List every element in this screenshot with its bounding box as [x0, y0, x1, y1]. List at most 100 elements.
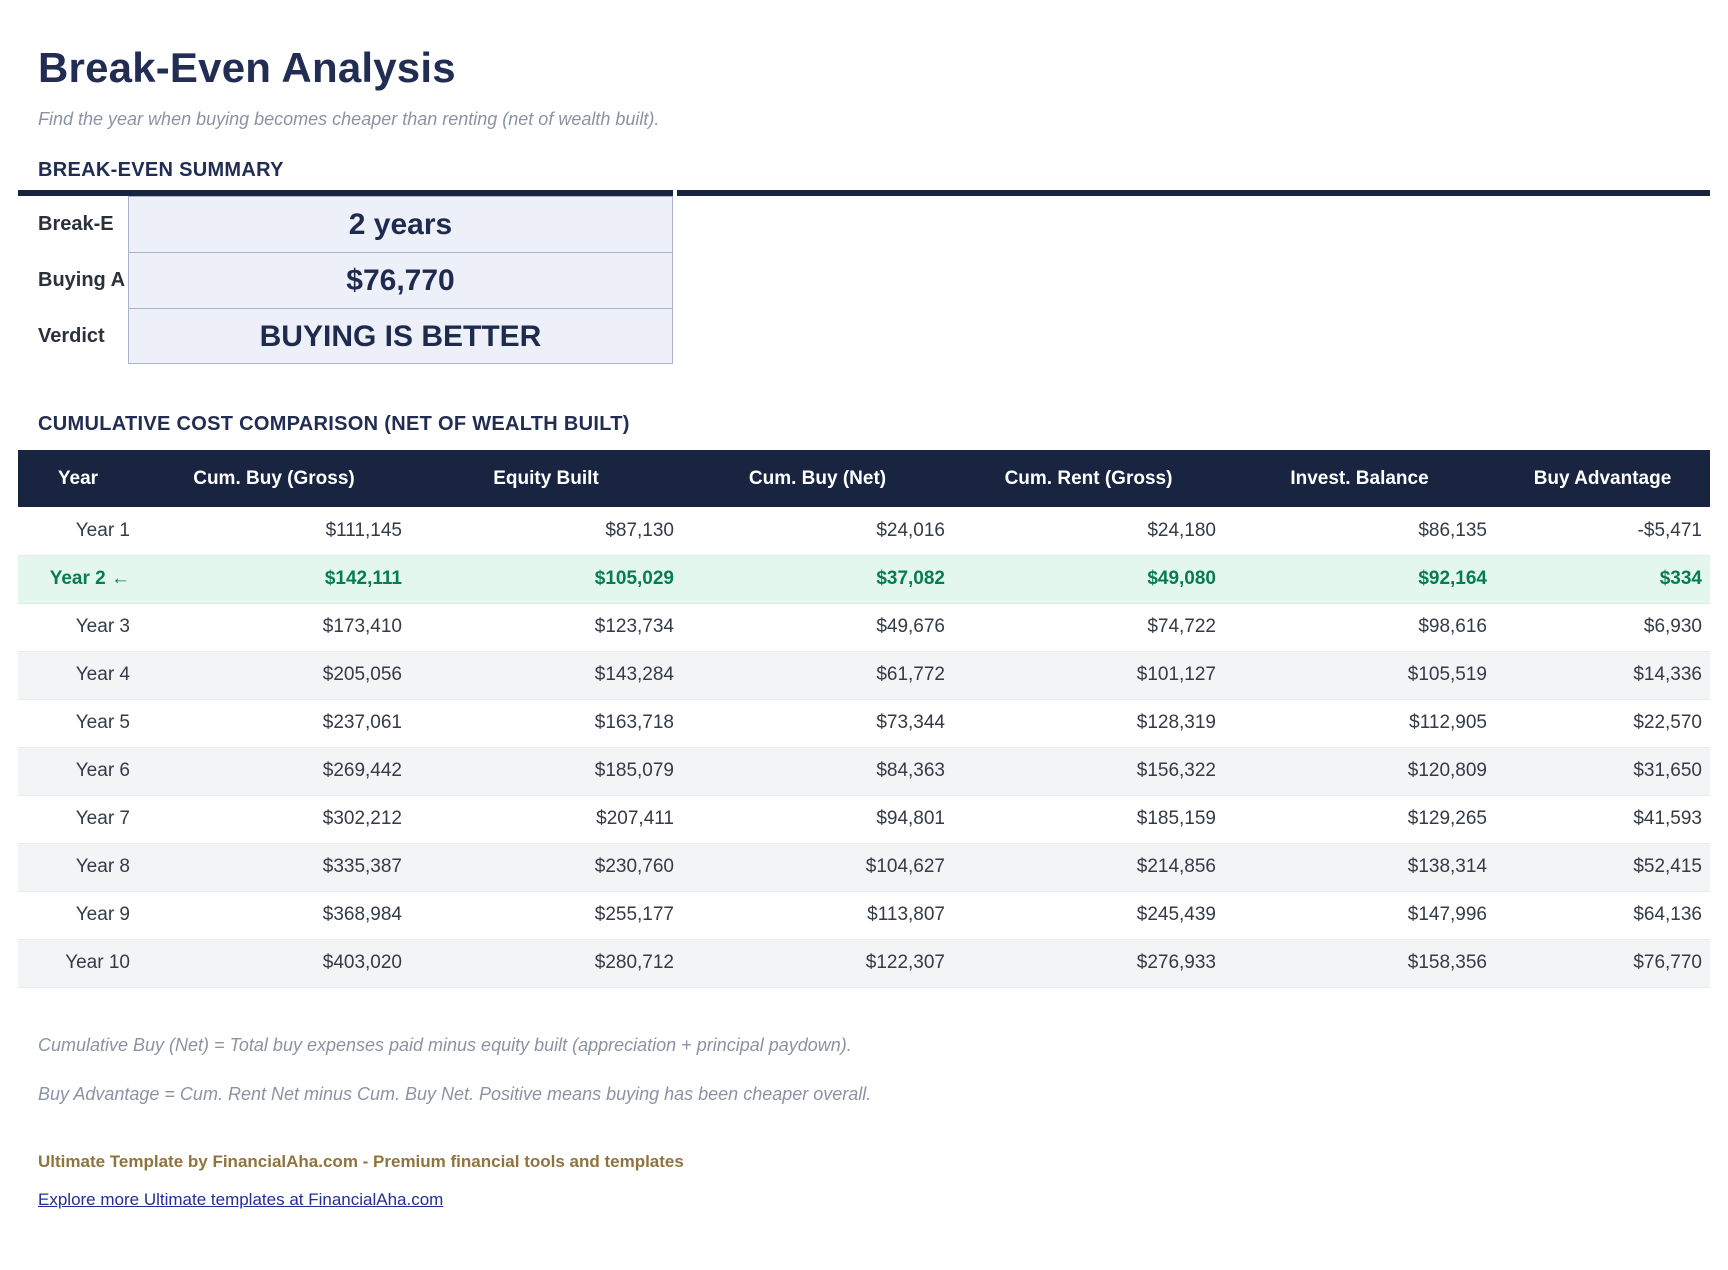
value-cell: $255,177: [410, 891, 682, 940]
summary-label-break-even: Break-E: [38, 213, 114, 235]
value-cell: $105,519: [1224, 651, 1495, 700]
value-cell: $84,363: [682, 747, 953, 796]
row-label: Year 9: [18, 891, 138, 940]
break-even-summary: Break-E Buying A Verdict 2 years $76,770…: [18, 196, 1710, 364]
table-row: Year 9 $368,984 $255,177 $113,807 $245,4…: [18, 891, 1710, 940]
summary-label-buying-advantage: Buying A: [38, 269, 126, 291]
page-subtitle: Find the year when buying becomes cheape…: [38, 109, 660, 129]
table-row: Year 10 $403,020 $280,712 $122,307 $276,…: [18, 939, 1710, 988]
table-header-row: Year Cum. Buy (Gross) Equity Built Cum. …: [18, 450, 1710, 507]
value-cell: $112,905: [1224, 699, 1495, 748]
value-cell: $86,135: [1224, 507, 1495, 556]
value-cell: $280,712: [410, 939, 682, 988]
template-credit: Ultimate Template by FinancialAha.com - …: [38, 1151, 684, 1171]
buy-advantage-cell: $41,593: [1495, 795, 1710, 844]
summary-divider-rule: [18, 190, 1710, 196]
value-cell: $147,996: [1224, 891, 1495, 940]
table-row: Year 4 $205,056 $143,284 $61,772 $101,12…: [18, 651, 1710, 700]
value-cell: $185,079: [410, 747, 682, 796]
buy-advantage-cell: $14,336: [1495, 651, 1710, 700]
table-row: Year 1 $111,145 $87,130 $24,016 $24,180 …: [18, 507, 1710, 556]
value-cell: $173,410: [138, 603, 410, 652]
summary-section-heading: BREAK-EVEN SUMMARY: [38, 159, 284, 181]
verdict-value: BUYING IS BETTER: [129, 308, 672, 364]
value-cell: $113,807: [682, 891, 953, 940]
value-cell: $230,760: [410, 843, 682, 892]
value-cell: $138,314: [1224, 843, 1495, 892]
value-cell: $214,856: [953, 843, 1224, 892]
value-cell: $92,164: [1224, 555, 1495, 604]
value-cell: $368,984: [138, 891, 410, 940]
value-cell: $129,265: [1224, 795, 1495, 844]
table-row: Year 3 $173,410 $123,734 $49,676 $74,722…: [18, 603, 1710, 652]
column-header-year: Year: [18, 450, 138, 507]
value-cell: $105,029: [410, 555, 682, 604]
comparison-table: Year Cum. Buy (Gross) Equity Built Cum. …: [18, 450, 1710, 988]
value-cell: $98,616: [1224, 603, 1495, 652]
value-cell: $74,722: [953, 603, 1224, 652]
row-label: Year 8: [18, 843, 138, 892]
buy-advantage-cell: $334: [1495, 555, 1710, 604]
row-label: Year 5: [18, 699, 138, 748]
value-cell: $87,130: [410, 507, 682, 556]
column-header-cum-rent-gross: Cum. Rent (Gross): [953, 450, 1224, 507]
buy-advantage-cell: -$5,471: [1495, 507, 1710, 556]
value-cell: $111,145: [138, 507, 410, 556]
page-title: Break-Even Analysis: [38, 44, 456, 91]
value-cell: $73,344: [682, 699, 953, 748]
value-cell: $185,159: [953, 795, 1224, 844]
table-row-break-even-highlight: Year 2 ← $142,111 $105,029 $37,082 $49,0…: [18, 555, 1710, 604]
break-even-years-value: 2 years: [348, 208, 453, 241]
value-cell: $120,809: [1224, 747, 1495, 796]
summary-label-verdict: Verdict: [38, 325, 105, 347]
column-header-cum-buy-gross: Cum. Buy (Gross): [138, 450, 410, 507]
value-cell: $205,056: [138, 651, 410, 700]
buy-advantage-cell: $76,770: [1495, 939, 1710, 988]
row-label: Year 10: [18, 939, 138, 988]
value-cell: $101,127: [953, 651, 1224, 700]
value-cell: $49,676: [682, 603, 953, 652]
row-label: Year 3: [18, 603, 138, 652]
buy-advantage-cell: $22,570: [1495, 699, 1710, 748]
value-cell: $122,307: [682, 939, 953, 988]
value-cell: $104,627: [682, 843, 953, 892]
value-cell: $94,801: [682, 795, 953, 844]
row-label: Year 6: [18, 747, 138, 796]
table-row: Year 6 $269,442 $185,079 $84,363 $156,32…: [18, 747, 1710, 796]
table-row: Year 8 $335,387 $230,760 $104,627 $214,8…: [18, 843, 1710, 892]
value-cell: $61,772: [682, 651, 953, 700]
break-even-analysis-page: Break-Even Analysis Find the year when b…: [0, 42, 1728, 1210]
summary-value-box: 2 years $76,770 BUYING IS BETTER: [128, 196, 673, 364]
value-cell: $156,322: [953, 747, 1224, 796]
row-label: Year 7: [18, 795, 138, 844]
table-row: Year 5 $237,061 $163,718 $73,344 $128,31…: [18, 699, 1710, 748]
footnote-cumulative-buy-net: Cumulative Buy (Net) = Total buy expense…: [38, 1034, 852, 1055]
rule-notch: [673, 190, 677, 196]
value-cell: $302,212: [138, 795, 410, 844]
table-row: Year 7 $302,212 $207,411 $94,801 $185,15…: [18, 795, 1710, 844]
comparison-section-heading: CUMULATIVE COST COMPARISON (NET OF WEALT…: [38, 413, 630, 435]
value-cell: $24,016: [682, 507, 953, 556]
buy-advantage-cell: $6,930: [1495, 603, 1710, 652]
column-header-invest-balance: Invest. Balance: [1224, 450, 1495, 507]
value-cell: $245,439: [953, 891, 1224, 940]
value-cell: $403,020: [138, 939, 410, 988]
value-cell: $142,111: [138, 555, 410, 604]
buy-advantage-cell: $52,415: [1495, 843, 1710, 892]
column-header-equity-built: Equity Built: [410, 450, 682, 507]
footnote-buy-advantage: Buy Advantage = Cum. Rent Net minus Cum.…: [38, 1083, 872, 1104]
buy-advantage-cell: $31,650: [1495, 747, 1710, 796]
column-header-cum-buy-net: Cum. Buy (Net): [682, 450, 953, 507]
value-cell: $237,061: [138, 699, 410, 748]
row-label: Year 1: [18, 507, 138, 556]
explore-templates-link[interactable]: Explore more Ultimate templates at Finan…: [38, 1189, 444, 1209]
value-cell: $24,180: [953, 507, 1224, 556]
summary-labels: Break-E Buying A Verdict: [18, 196, 1710, 364]
value-cell: $37,082: [682, 555, 953, 604]
value-cell: $143,284: [410, 651, 682, 700]
value-cell: $158,356: [1224, 939, 1495, 988]
row-label: Year 2 ←: [18, 555, 138, 604]
column-header-buy-advantage: Buy Advantage: [1495, 450, 1710, 507]
value-cell: $123,734: [410, 603, 682, 652]
value-cell: $269,442: [138, 747, 410, 796]
